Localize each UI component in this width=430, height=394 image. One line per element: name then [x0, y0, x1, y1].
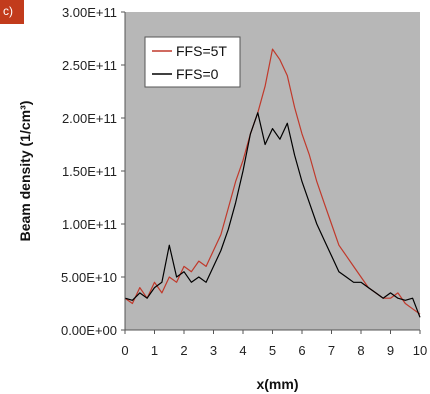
- x-tick-label: 10: [413, 343, 427, 358]
- x-tick-label: 2: [180, 343, 187, 358]
- legend-label-ffs-5t: FFS=5T: [176, 43, 227, 59]
- x-tick-label: 8: [357, 343, 364, 358]
- x-tick-labels: 0 1 2 3 4 5 6 7 8 9 10: [121, 330, 427, 358]
- y-tick-label: 3.00E+11: [62, 5, 117, 20]
- y-tick-label: 2.00E+11: [62, 111, 117, 126]
- x-tick-label: 1: [151, 343, 158, 358]
- legend-label-ffs-0: FFS=0: [176, 66, 219, 82]
- y-tick-label: 0.00E+00: [61, 323, 117, 338]
- x-tick-label: 6: [298, 343, 305, 358]
- y-tick-labels: 0.00E+00 5.00E+10 1.00E+11 1.50E+11 2.00E+11…: [61, 5, 125, 338]
- x-tick-label: 3: [210, 343, 217, 358]
- legend: FFS=5T FFS=0: [144, 36, 241, 88]
- y-axis-title: Beam density (1/cm³): [17, 101, 33, 242]
- y-tick-label: 2.50E+11: [62, 58, 117, 73]
- legend-box: [144, 36, 241, 88]
- x-tick-label: 7: [328, 343, 335, 358]
- x-tick-label: 4: [239, 343, 246, 358]
- series-layer: [124, 48, 421, 318]
- y-tick-label: 1.50E+11: [62, 164, 117, 179]
- x-axis-title: x(mm): [256, 376, 298, 392]
- y-tick-label: 1.00E+11: [62, 217, 117, 232]
- x-tick-label: 0: [121, 343, 128, 358]
- y-tick-label: 5.00E+10: [61, 270, 117, 285]
- x-tick-label: 9: [387, 343, 394, 358]
- series-line-ffs-0: [124, 112, 421, 318]
- panel-label: c): [3, 4, 13, 18]
- panel-tag: [0, 0, 24, 24]
- x-tick-label: 5: [269, 343, 276, 358]
